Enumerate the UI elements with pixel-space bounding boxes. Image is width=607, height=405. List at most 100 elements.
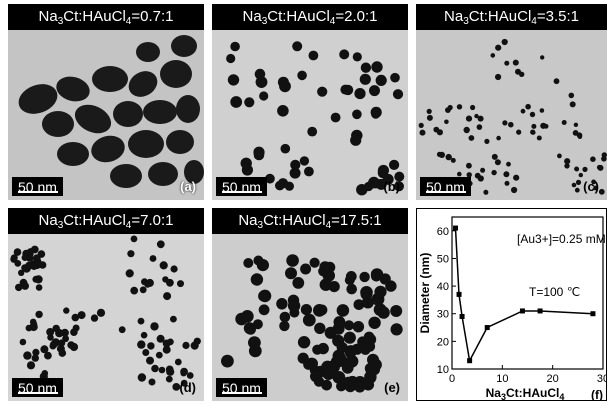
nanoparticle: [345, 355, 359, 368]
nanoparticle: [354, 381, 366, 393]
nanoparticle: [503, 171, 510, 178]
data-point: [456, 291, 462, 297]
nanoparticle: [287, 299, 301, 312]
nanoparticle: [125, 269, 134, 278]
nanoparticle: [561, 120, 567, 125]
nanoparticle: [277, 105, 289, 117]
nanoparticle: [42, 111, 74, 137]
nanoparticle: [118, 326, 126, 334]
x-tick-label: 0: [449, 373, 455, 385]
nanoparticle: [307, 126, 318, 137]
nanoparticle: [177, 280, 184, 288]
nanoparticle: [130, 235, 138, 243]
nanoparticle: [259, 91, 269, 101]
nanoparticle: [342, 84, 354, 96]
nanoparticle: [477, 175, 484, 182]
nanoparticle: [539, 108, 545, 113]
nanoparticle: [465, 115, 473, 122]
nanoparticle: [390, 305, 403, 317]
nanoparticle: [343, 331, 356, 344]
nanoparticle: [352, 321, 365, 333]
nanoparticle: [591, 179, 596, 185]
nanoparticle: [19, 278, 28, 287]
nanoparticle: [62, 335, 69, 343]
nanoparticle: [150, 322, 159, 331]
nanoparticle: [250, 273, 264, 286]
panel-title: Na3Ct:HAuCl4=7.0:1: [8, 208, 204, 234]
nanoparticle: [350, 134, 362, 146]
nanoparticle: [285, 267, 297, 280]
y-tick-label: 30: [437, 309, 449, 321]
nanoparticle: [57, 142, 89, 166]
data-point: [459, 313, 465, 319]
nanoparticle: [137, 340, 146, 349]
nanoparticle: [258, 290, 270, 302]
nanoparticle: [90, 314, 99, 322]
nanoparticle: [394, 181, 404, 192]
nanoparticle: [156, 240, 165, 249]
nanoparticle: [557, 153, 562, 159]
nanoparticle: [601, 152, 607, 158]
data-point: [453, 225, 459, 231]
nanoparticle: [14, 260, 22, 267]
nanoparticle: [166, 367, 175, 376]
nanoparticle: [359, 271, 370, 283]
nanoparticle: [44, 351, 52, 360]
nanoparticle: [540, 122, 547, 129]
nanoparticle: [15, 283, 23, 292]
nanoparticle: [470, 104, 476, 111]
nanoparticle: [466, 172, 472, 178]
nanoparticle: [569, 101, 576, 108]
nanoparticle: [180, 367, 189, 376]
nanoparticle: [343, 320, 355, 331]
scale-bar: 50 nm: [12, 177, 63, 196]
nanoparticle: [490, 53, 496, 58]
nanoparticle: [166, 130, 194, 154]
nanoparticle: [308, 50, 319, 61]
nanoparticle: [74, 104, 112, 134]
nanoparticle: [573, 122, 579, 128]
nanoparticle: [333, 316, 346, 328]
nanoparticle: [304, 166, 314, 177]
tem-panel-c: Na3Ct:HAuCl4=3.5:1 50 nm (c): [416, 4, 607, 200]
panel-label: (d): [179, 380, 196, 395]
annotation-temperature: T=100 ℃: [529, 285, 580, 299]
nanoparticle: [504, 60, 510, 66]
nanoparticle: [162, 339, 171, 348]
data-point: [537, 308, 543, 314]
nanoparticle: [353, 299, 365, 310]
tem-panel-e: Na3Ct:HAuCl4=17.5:1 50 nm (e): [212, 208, 408, 401]
nanoparticle: [553, 78, 560, 85]
nanoparticle: [18, 269, 25, 276]
nanoparticle: [577, 134, 583, 139]
nanoparticle: [77, 311, 86, 320]
nanoparticle: [310, 370, 322, 383]
nanoparticle: [369, 85, 380, 97]
scale-bar: 50 nm: [420, 177, 471, 196]
nanoparticle: [390, 323, 403, 336]
tem-image-a: [8, 4, 204, 200]
nanoparticle: [147, 342, 155, 350]
tem-panel-a: Na3Ct:HAuCl4=0.7:1 50 nm (a): [8, 4, 204, 200]
nanoparticle: [143, 100, 177, 124]
nanoparticle: [574, 187, 580, 193]
nanoparticle: [280, 143, 291, 154]
nanoparticle: [136, 42, 160, 62]
nanoparticle: [491, 169, 497, 176]
nanoparticle: [265, 173, 275, 184]
nanoparticle: [394, 171, 405, 182]
nanoparticle: [172, 383, 181, 391]
x-tick-label: 20: [547, 373, 559, 385]
nanoparticle: [445, 107, 451, 113]
nanoparticle: [513, 174, 520, 181]
nanoparticle: [433, 126, 440, 133]
nanoparticle: [163, 292, 172, 301]
nanoparticle: [35, 310, 43, 319]
nanoparticle: [368, 316, 381, 329]
nanoparticle: [32, 275, 40, 283]
nanoparticle: [252, 319, 263, 330]
nanoparticle: [450, 157, 456, 163]
nanoparticle: [445, 153, 452, 161]
nanoparticle: [322, 367, 335, 380]
nanoparticle: [91, 135, 125, 163]
